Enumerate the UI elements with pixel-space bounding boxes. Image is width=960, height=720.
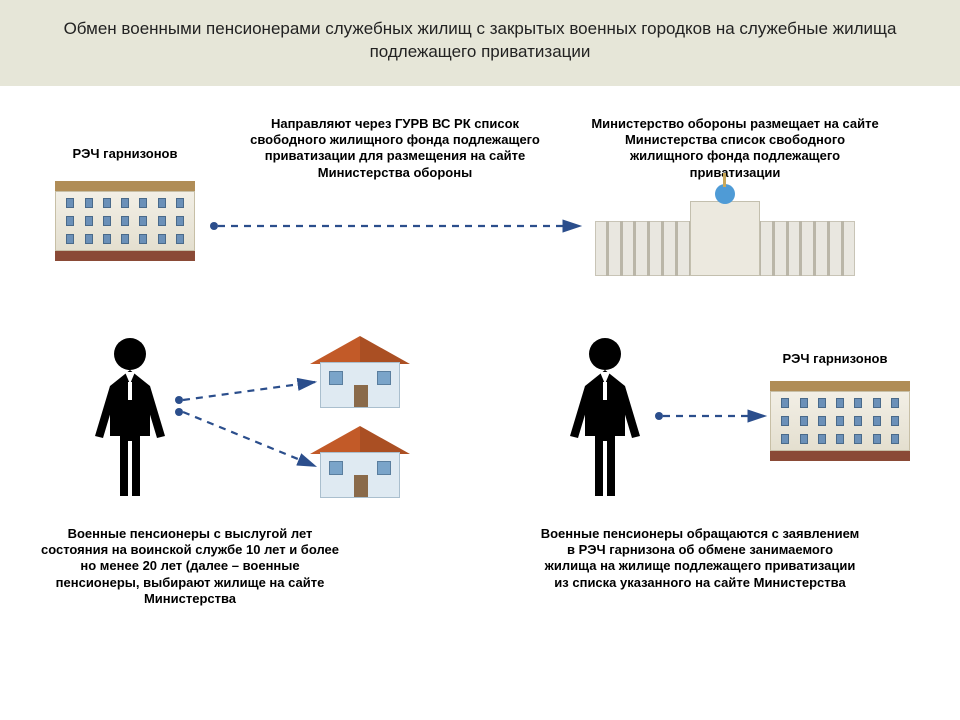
ministry-building-icon (595, 186, 855, 276)
arrow-garrison-to-ministry (210, 216, 590, 236)
diagram-canvas: РЭЧ гарнизонов Направляют через ГУРВ ВС … (0, 86, 960, 706)
house-icon (310, 336, 410, 408)
person-icon (560, 336, 650, 506)
person1-caption: Военные пенсионеры с выслугой лет состоя… (40, 526, 340, 607)
garrison1-label: РЭЧ гарнизонов (50, 146, 200, 162)
house-icon (310, 426, 410, 498)
arrow-person1-to-house1 (175, 376, 325, 406)
page-title: Обмен военными пенсионерами служебных жи… (64, 19, 897, 61)
arrow-person1-to-house2 (175, 406, 325, 476)
arrow1-caption: Направляют через ГУРВ ВС РК список свобо… (250, 116, 540, 181)
person2-caption: Военные пенсионеры обращаются с заявлени… (540, 526, 860, 591)
arrow-person2-to-garrison2 (655, 406, 775, 426)
title-bar: Обмен военными пенсионерами служебных жи… (0, 0, 960, 86)
person-icon (85, 336, 175, 506)
garrison-building-icon (55, 181, 195, 261)
garrison-building-icon (770, 381, 910, 461)
garrison2-label: РЭЧ гарнизонов (760, 351, 910, 367)
ministry-caption: Министерство обороны размещает на сайте … (590, 116, 880, 181)
